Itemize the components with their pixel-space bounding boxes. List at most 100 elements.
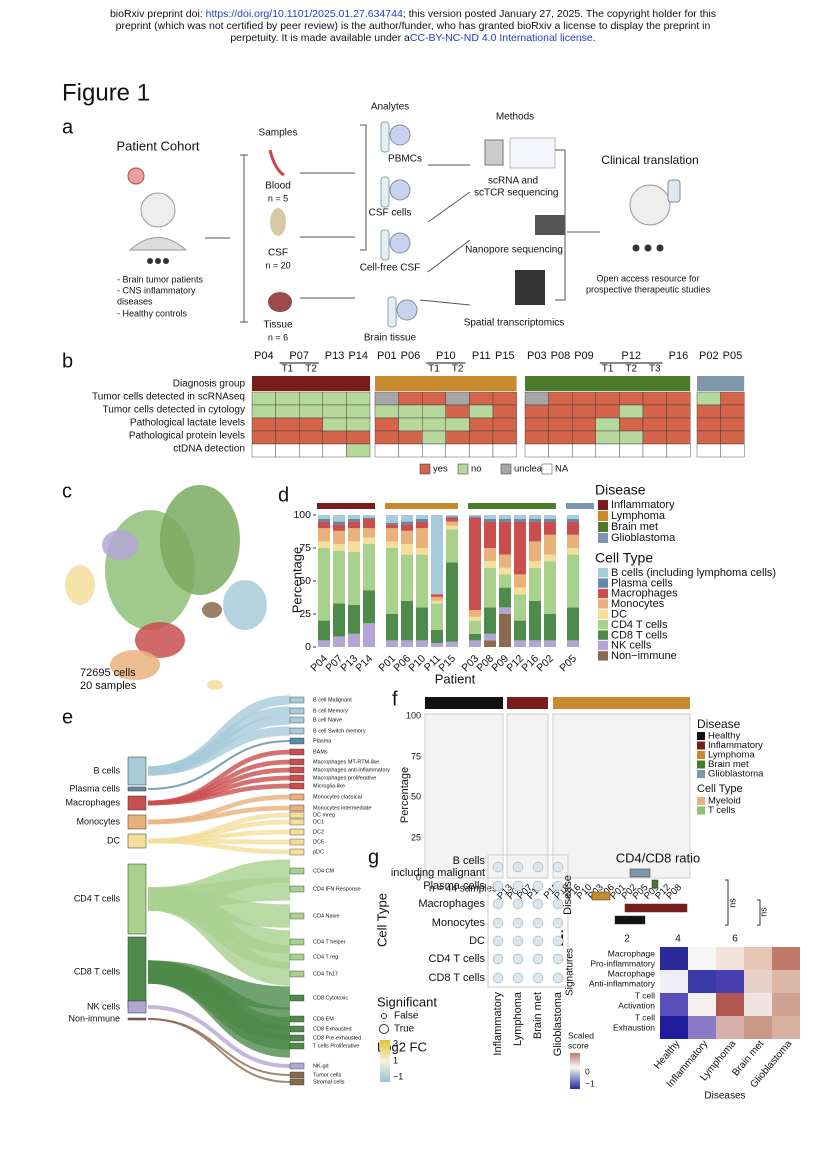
sankey-right-label: CD4 T reg bbox=[313, 954, 338, 960]
bar-segment bbox=[348, 515, 360, 519]
bar-segment bbox=[529, 541, 541, 562]
heatmap-cell bbox=[275, 404, 300, 419]
decor bbox=[552, 953, 564, 965]
sankey-right-label: DC2 bbox=[313, 829, 324, 835]
decor bbox=[289, 811, 305, 819]
row-label: ctDNA detection bbox=[173, 444, 245, 455]
bar-segment bbox=[446, 562, 458, 642]
column-label: Lymphoma bbox=[512, 991, 524, 1046]
legend-swatch bbox=[598, 500, 608, 510]
legend-label: Monocytes bbox=[611, 598, 665, 610]
bar-segment bbox=[348, 528, 360, 542]
row-label: B cells bbox=[453, 855, 486, 867]
decor bbox=[532, 953, 544, 965]
sankey-right-label: CD4 CM bbox=[313, 868, 335, 874]
bar-segment bbox=[529, 515, 541, 519]
sankey-right-label: Tumor cells bbox=[313, 1072, 341, 1078]
legend-label: Plasma cells bbox=[611, 577, 673, 589]
license-link[interactable]: CC-BY-NC-ND 4.0 International license bbox=[410, 32, 593, 44]
panel-a-text: Cell-free CSF bbox=[360, 263, 421, 274]
doi-link[interactable]: https://doi.org/10.1101/2025.01.27.63474… bbox=[206, 8, 403, 20]
bar-segment bbox=[529, 640, 541, 647]
bar-segment bbox=[401, 554, 413, 601]
heatmap-cell bbox=[251, 391, 276, 406]
heatmap-cell bbox=[374, 417, 399, 432]
heatmap-cell bbox=[422, 417, 447, 432]
legend-tick: 3 bbox=[393, 1038, 398, 1048]
heatmap-cell bbox=[595, 443, 620, 458]
bar-segment bbox=[544, 518, 556, 522]
legend-label: NK cells bbox=[611, 640, 652, 652]
umap-caption: 72695 cells bbox=[80, 667, 136, 679]
heatmap-cell bbox=[492, 430, 517, 445]
heatmap-cell bbox=[275, 430, 300, 445]
heatmap-cell bbox=[445, 430, 470, 445]
sankey-right-label: Plasma bbox=[313, 738, 332, 744]
heatmap-cell bbox=[398, 430, 423, 445]
patient-label: P13 bbox=[325, 350, 345, 362]
decor bbox=[697, 741, 705, 750]
panel-a-text: Nanopore sequencing bbox=[465, 245, 563, 256]
bar-segment bbox=[363, 537, 375, 545]
bar-segment bbox=[469, 516, 481, 518]
decor bbox=[289, 1071, 305, 1079]
patient-label: P08 bbox=[551, 350, 571, 362]
bar-segment bbox=[401, 544, 413, 555]
sankey-right-label: CD4 Naive bbox=[313, 913, 340, 919]
decor bbox=[697, 376, 745, 391]
heatmap-cell bbox=[346, 443, 371, 458]
decor bbox=[492, 935, 504, 947]
decor bbox=[509, 137, 556, 169]
x-tick-label: 4 bbox=[675, 934, 681, 945]
decor bbox=[468, 503, 556, 509]
patient-label: P12 bbox=[621, 350, 641, 362]
row-label: Diagnosis group bbox=[173, 379, 246, 390]
heatmap-cell bbox=[595, 430, 620, 445]
decor bbox=[127, 1000, 147, 1014]
legend-title: Scaled bbox=[568, 1030, 594, 1040]
legend-title: Disease bbox=[697, 717, 741, 731]
heatmap-cell bbox=[398, 443, 423, 458]
bar-segment bbox=[386, 548, 398, 614]
heatmap-cell bbox=[299, 443, 324, 458]
decor bbox=[532, 917, 544, 929]
decor bbox=[155, 258, 161, 264]
y-tick-label: 100 bbox=[406, 710, 421, 720]
sankey-right-label: DC mreg bbox=[313, 812, 335, 818]
decor bbox=[289, 1025, 305, 1033]
heatmap-cell bbox=[374, 430, 399, 445]
bar-segment bbox=[514, 521, 526, 575]
bar-segment bbox=[484, 518, 496, 522]
heatmap-cell bbox=[642, 391, 667, 406]
y-axis-title: Signatures bbox=[565, 948, 576, 996]
legend-tick: 0 bbox=[585, 1066, 590, 1076]
bar-segment bbox=[484, 515, 496, 519]
bar-segment bbox=[333, 550, 345, 604]
bar-segment bbox=[363, 517, 375, 519]
bar-segment bbox=[401, 640, 413, 647]
bar-segment bbox=[333, 636, 345, 647]
timepoint-label: T1 bbox=[282, 364, 294, 375]
decor bbox=[532, 935, 544, 947]
heatmap-cell bbox=[251, 443, 276, 458]
bar-segment bbox=[529, 518, 541, 522]
decor bbox=[500, 463, 512, 475]
panel-a-text: Methods bbox=[496, 112, 534, 123]
decor bbox=[289, 727, 305, 735]
bar-segment bbox=[431, 596, 443, 601]
row-label: Macrophages bbox=[418, 898, 485, 910]
row-label: Pathological lactate levels bbox=[130, 418, 245, 429]
legend-swatch bbox=[598, 609, 608, 619]
bar-segment bbox=[333, 521, 345, 525]
decor bbox=[660, 947, 688, 970]
bar-segment bbox=[469, 620, 481, 634]
heatmap-cell bbox=[445, 391, 470, 406]
heatmap-cell bbox=[572, 430, 597, 445]
legend-label: unclear bbox=[514, 464, 545, 475]
decor bbox=[492, 917, 504, 929]
decor bbox=[744, 993, 772, 1016]
heatmap-cell bbox=[445, 417, 470, 432]
column-label: Brain met bbox=[532, 992, 544, 1039]
decor bbox=[289, 953, 305, 961]
decor bbox=[492, 880, 504, 892]
